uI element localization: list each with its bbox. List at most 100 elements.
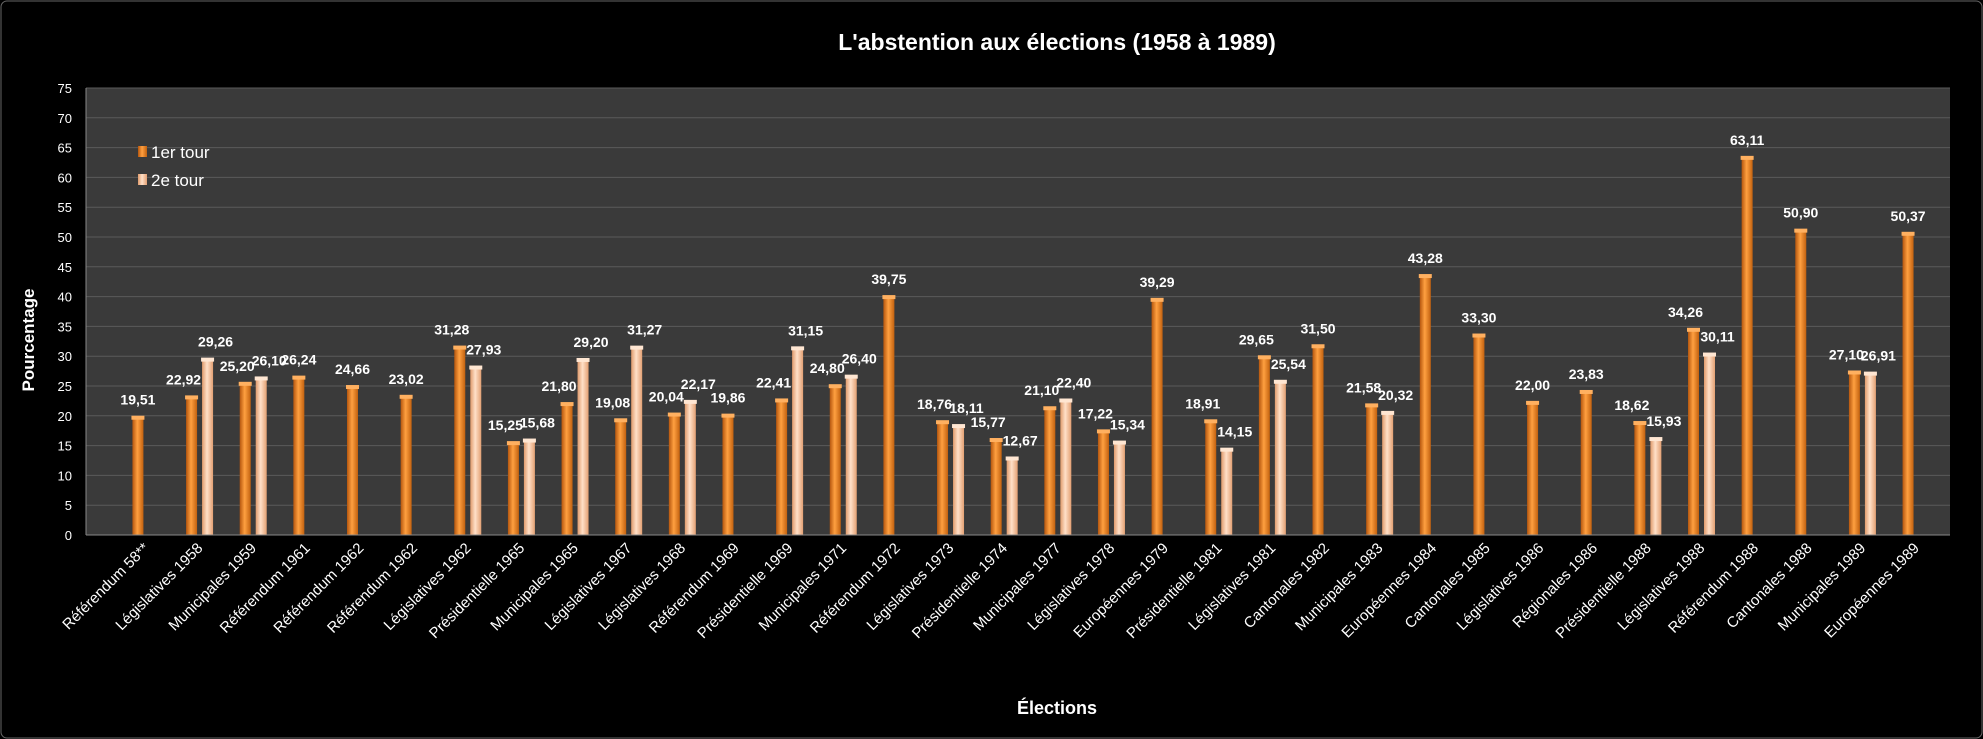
bar-cap-series-1 [1096, 429, 1110, 434]
data-label-series-1: 21,58 [1346, 379, 1381, 395]
data-label-series-2: 30,11 [1700, 329, 1734, 345]
data-label-series-1: 43,28 [1408, 250, 1443, 266]
bar-series-2 [953, 427, 965, 535]
bar-series-2 [255, 379, 267, 535]
data-label-series-1: 50,37 [1891, 208, 1926, 224]
bar-cap-series-2 [683, 399, 697, 404]
data-label-series-2: 27,93 [466, 342, 501, 358]
bar-series-2 [470, 368, 482, 535]
bar-cap-series-2 [576, 357, 590, 362]
bar-series-2 [792, 349, 804, 535]
bar-series-1 [454, 348, 466, 535]
data-label-series-2: 12,67 [1003, 432, 1038, 448]
y-tick-label: 10 [58, 468, 72, 483]
bar-cap-series-1 [1579, 389, 1593, 394]
bar-cap-series-1 [989, 438, 1003, 443]
data-label-series-2: 14,15 [1217, 424, 1252, 440]
bar-cap-series-1 [1418, 274, 1432, 279]
bar-series-1 [1687, 330, 1699, 535]
data-label-series-1: 22,92 [166, 371, 201, 387]
data-label-series-2: 15,93 [1646, 413, 1681, 429]
bar-series-2 [1221, 450, 1233, 535]
data-label-series-1: 39,29 [1140, 274, 1175, 290]
bar-cap-series-1 [936, 420, 950, 425]
y-tick-label: 40 [58, 290, 72, 305]
bar-cap-series-1 [1686, 327, 1700, 332]
data-label-series-1: 63,11 [1730, 132, 1764, 148]
bar-cap-series-1 [1043, 406, 1057, 411]
y-tick-label: 30 [58, 349, 72, 364]
bar-series-2 [1274, 382, 1286, 535]
bar-cap-series-1 [345, 385, 359, 390]
bar-cap-series-1 [453, 345, 467, 350]
bar-series-1 [829, 387, 841, 535]
bar-series-2 [1006, 459, 1018, 535]
bar-series-1 [990, 441, 1002, 535]
data-label-series-2: 22,17 [681, 376, 716, 392]
y-tick-label: 20 [58, 409, 72, 424]
bar-cap-series-1 [667, 412, 681, 417]
bar-cap-series-1 [238, 381, 252, 386]
bar-cap-series-1 [614, 418, 628, 423]
bar-series-1 [1527, 403, 1539, 535]
bar-series-1 [937, 423, 949, 535]
bar-series-1 [561, 405, 573, 535]
data-label-series-1: 24,80 [810, 360, 845, 376]
bar-cap-series-1 [1901, 231, 1915, 236]
bar-cap-series-1 [185, 395, 199, 400]
y-tick-label: 35 [58, 319, 72, 334]
bar-series-1 [1097, 432, 1109, 535]
data-label-series-2: 15,68 [520, 415, 555, 431]
bar-series-1 [400, 397, 412, 535]
bar-series-2 [202, 360, 214, 535]
legend-label-series-1: 1er tour [151, 143, 210, 162]
bar-cap-series-2 [522, 438, 536, 443]
bar-series-2 [845, 377, 857, 535]
bar-series-1 [776, 401, 788, 535]
bar-series-1 [346, 388, 358, 535]
bar-cap-series-1 [1794, 228, 1808, 233]
legend: 1er tour 2e tour [138, 143, 210, 190]
bar-cap-series-1 [775, 398, 789, 403]
bar-cap-series-1 [506, 441, 520, 446]
data-label-series-1: 19,86 [710, 390, 745, 406]
bar-cap-series-2 [1702, 352, 1716, 357]
bar-series-2 [523, 441, 535, 535]
bar-series-1 [239, 384, 251, 535]
bar-cap-series-1 [828, 384, 842, 389]
data-label-series-1: 19,08 [595, 394, 630, 410]
data-label-series-1: 22,41 [756, 374, 791, 390]
bar-cap-series-2 [254, 376, 268, 381]
y-tick-label: 75 [58, 81, 72, 96]
bar-series-1 [507, 444, 519, 535]
data-label-series-2: 26,91 [1861, 348, 1896, 364]
bar-series-2 [1113, 443, 1125, 535]
y-tick-label: 55 [58, 200, 72, 215]
bar-series-1 [1419, 277, 1431, 535]
bar-cap-series-1 [1150, 297, 1164, 302]
y-tick-label: 65 [58, 141, 72, 156]
bar-cap-series-2 [1112, 440, 1126, 445]
data-label-series-2: 22,40 [1056, 374, 1091, 390]
y-tick-label: 25 [58, 379, 72, 394]
bar-cap-series-2 [1863, 371, 1877, 376]
gridlines [86, 87, 1950, 536]
bar-series-2 [577, 360, 589, 535]
data-label-series-2: 15,34 [1110, 417, 1145, 433]
y-tick-label: 0 [65, 528, 72, 543]
data-label-series-1: 24,66 [335, 361, 370, 377]
data-label-series-1: 25,20 [220, 358, 255, 374]
y-tick-label: 70 [58, 111, 72, 126]
bar-series-1 [1366, 406, 1378, 535]
data-label-series-2: 26,10 [252, 352, 287, 368]
bar-cap-series-1 [1633, 421, 1647, 426]
bar-series-1 [668, 415, 680, 535]
bar-series-2 [1703, 355, 1715, 535]
data-label-series-1: 31,50 [1300, 320, 1335, 336]
data-label-series-1: 15,77 [971, 414, 1006, 430]
bar-cap-series-1 [1365, 403, 1379, 408]
bar-series-2 [684, 402, 696, 535]
bar-cap-series-1 [1526, 400, 1540, 405]
bars [131, 155, 1915, 536]
